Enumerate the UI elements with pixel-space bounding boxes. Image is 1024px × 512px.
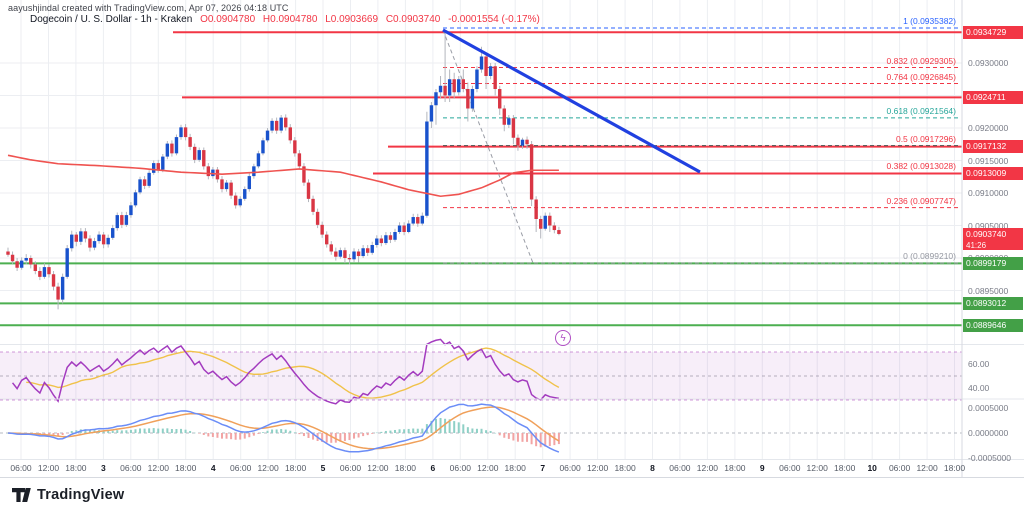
tradingview-logo[interactable]: TradingView	[12, 487, 124, 503]
price-axis-label: 0.0905000	[968, 220, 1009, 231]
price-level-badge: 0.0934729	[963, 25, 1023, 39]
time-axis-label: 18:00	[284, 463, 307, 473]
symbol-legend: Dogecoin / U. S. Dollar - 1h - Kraken O0…	[30, 14, 540, 25]
price-axis[interactable]: USD 0.09300000.09250000.09200000.0915000…	[962, 0, 1024, 478]
price-level-badge: 0.0893012	[963, 296, 1023, 310]
price-level-badge: 0.0917132	[963, 140, 1023, 154]
price-level-badge: 0.0913009	[963, 166, 1023, 180]
time-axis-day-label: 8	[650, 463, 655, 473]
time-axis-day-label: 10	[867, 463, 877, 473]
ohlc-open: O0.0904780	[200, 14, 256, 25]
time-axis-day-label: 3	[101, 463, 106, 473]
fib-level-label: 0.764 (0.0926845)	[886, 71, 956, 82]
price-level-badge: 0.0889646	[963, 318, 1023, 332]
time-axis-label: 12:00	[916, 463, 938, 473]
price-axis-label: 0.0930000	[968, 58, 1009, 68]
time-axis-day-label: 7	[540, 463, 546, 473]
time-axis-label: 18:00	[65, 463, 87, 473]
current-price-badge: 0.0903740 41:26	[963, 227, 1023, 250]
fib-level-label: 1 (0.0935382)	[903, 16, 956, 27]
price-change: -0.0001554 (-0.17%)	[448, 14, 540, 25]
time-axis-label: 12:00	[806, 463, 828, 473]
time-axis-label: 18:00	[943, 463, 966, 473]
time-axis-label: 06:00	[120, 463, 142, 473]
time-axis-label: 12:00	[477, 463, 499, 473]
fib-level-label: 0 (0.0899210)	[903, 251, 956, 262]
time-axis-day-label: 6	[430, 463, 436, 473]
indicator-axis-label: 40.00	[968, 383, 990, 393]
fib-level-label: 0.236 (0.0907747)	[886, 195, 956, 206]
bar-countdown: 41:26	[966, 240, 987, 250]
fib-level-label: 0.618 (0.0921564)	[886, 105, 956, 116]
time-axis-label: 18:00	[834, 463, 856, 473]
time-axis-label: 12:00	[37, 463, 60, 473]
indicator-axis-label: -0.0005000	[968, 453, 1012, 463]
tradingview-logo-text: TradingView	[37, 487, 125, 503]
time-axis-day-label: 4	[210, 463, 216, 473]
indicator-axis-label: 60.00	[968, 359, 990, 369]
time-axis-label: 06:00	[10, 463, 32, 473]
time-axis-label: 12:00	[696, 463, 719, 473]
price-axis-label: 0.0910000	[968, 188, 1009, 198]
time-axis-label: 06:00	[888, 463, 911, 473]
symbol-title: Dogecoin / U. S. Dollar - 1h - Kraken	[30, 14, 193, 25]
price-axis-label: 0.0920000	[968, 123, 1009, 133]
time-axis-day-label: 9	[759, 463, 765, 473]
fib-level-label: 0.832 (0.0929305)	[886, 55, 956, 66]
time-axis-label: 18:00	[724, 463, 746, 473]
time-axis-label: 12:00	[147, 463, 169, 473]
price-axis-label: 0.0915000	[968, 155, 1009, 166]
time-axis[interactable]: 06:00 12:00 18:00 3 06:00 12:00 18:00 4 06:00 12:…	[0, 459, 966, 478]
tradingview-logo-icon	[12, 487, 31, 502]
time-axis-label: 18:00	[504, 463, 526, 473]
time-axis-label: 12:00	[367, 463, 389, 473]
price-level-badge: 0.0899179	[963, 256, 1023, 270]
time-axis-label: 06:00	[230, 463, 252, 473]
attribution-text: aayushjindal created with TradingView.co…	[8, 3, 289, 13]
ohlc-high: H0.0904780	[262, 14, 318, 25]
time-axis-label: 06:00	[339, 463, 362, 473]
indicator-axis-label: 0.0005000	[968, 403, 1009, 413]
time-axis-label: 18:00	[614, 463, 636, 473]
price-axis-label: 0.0895000	[968, 285, 1009, 296]
time-axis-label: 12:00	[257, 463, 279, 473]
indicator-axis-label: 0.0000000	[968, 428, 1009, 438]
ohlc-close: C0.0903740	[385, 14, 441, 25]
time-axis-label: 12:00	[586, 463, 609, 473]
price-level-badge: 0.0924711	[963, 90, 1023, 104]
ohlc-low: L0.0903669	[325, 14, 379, 25]
time-axis-label: 06:00	[779, 463, 801, 473]
time-axis-label: 06:00	[449, 463, 471, 473]
time-axis-label: 06:00	[559, 463, 581, 473]
fib-level-label: 0.5 (0.0917296)	[895, 133, 956, 144]
lightning-indicator-icon: ϟ	[555, 330, 571, 346]
fib-level-label: 0.382 (0.0913028)	[886, 161, 956, 172]
time-axis-label: 18:00	[175, 463, 197, 473]
time-axis-label: 06:00	[669, 463, 691, 473]
time-axis-day-label: 5	[320, 463, 326, 473]
time-axis-label: 18:00	[394, 463, 417, 473]
